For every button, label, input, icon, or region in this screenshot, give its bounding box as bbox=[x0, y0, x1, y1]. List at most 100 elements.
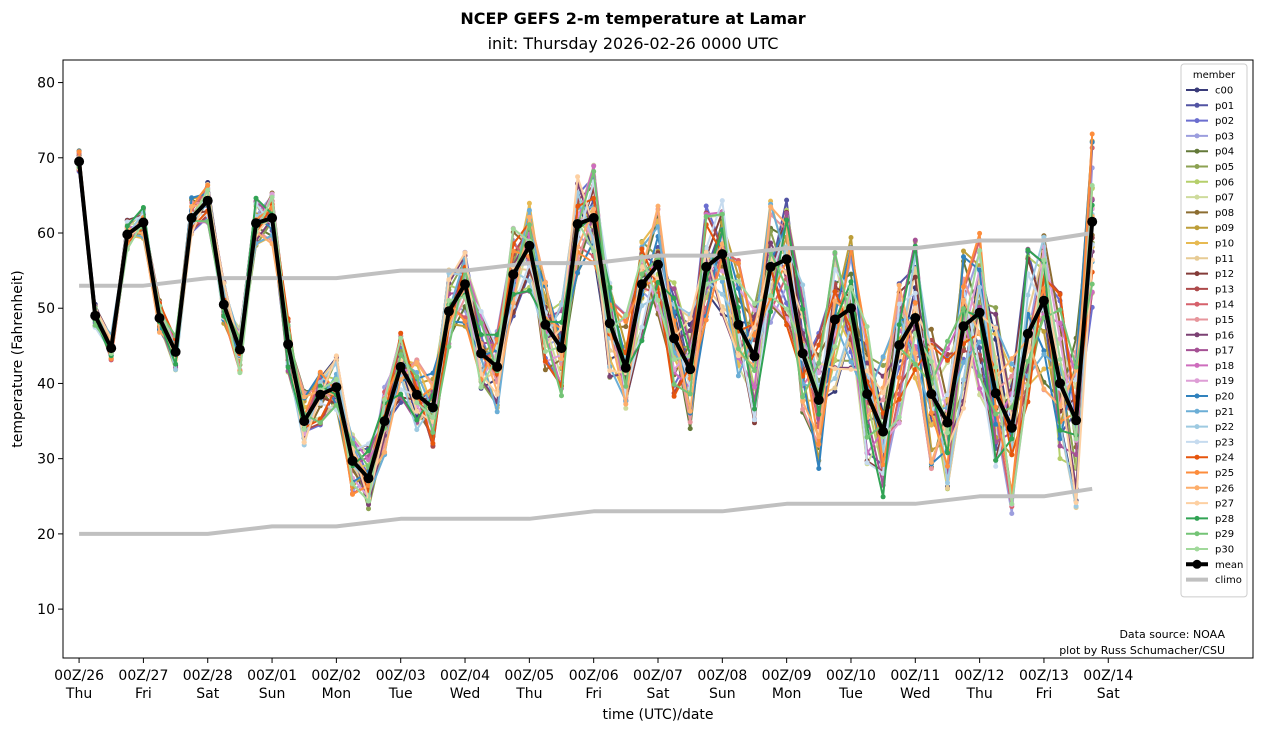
point-p29-62 bbox=[1073, 364, 1079, 370]
point-p24-29 bbox=[542, 358, 548, 364]
mean-point-19 bbox=[379, 416, 390, 427]
point-p28-11 bbox=[253, 195, 259, 201]
point-p09-60 bbox=[1041, 329, 1047, 334]
point-p26-21 bbox=[414, 360, 420, 365]
point-p23-35 bbox=[639, 324, 645, 330]
point-p25-0 bbox=[76, 149, 82, 155]
point-p23-54 bbox=[945, 392, 950, 398]
point-p30-17 bbox=[350, 481, 355, 487]
legend-marker-p14 bbox=[1194, 301, 1200, 307]
legend-label-p16: p16 bbox=[1215, 330, 1234, 341]
point-p22-35 bbox=[639, 303, 645, 309]
point-p28-4 bbox=[140, 205, 146, 210]
x-tick-label-15: 00Z/13 bbox=[1019, 668, 1069, 684]
mean-point-42 bbox=[749, 351, 760, 362]
point-p25-24 bbox=[462, 318, 468, 324]
legend-marker-p26 bbox=[1194, 485, 1200, 491]
point-p22-54 bbox=[945, 480, 950, 486]
mean-point-38 bbox=[685, 364, 696, 375]
point-p12-52 bbox=[912, 274, 918, 280]
point-p30-18 bbox=[366, 498, 371, 504]
x-tick-label-10: 00Z/08 bbox=[697, 668, 747, 684]
mean-point-58 bbox=[1006, 422, 1017, 433]
y-tick-label-80: 80 bbox=[37, 76, 55, 92]
point-p30-32 bbox=[591, 248, 597, 254]
x-tick-label-16: 00Z/14 bbox=[1083, 668, 1133, 684]
point-p30-56 bbox=[977, 248, 983, 253]
point-p29-22 bbox=[430, 430, 436, 435]
legend-marker-p02 bbox=[1194, 118, 1200, 124]
point-p27-35 bbox=[639, 264, 645, 270]
point-p28-35 bbox=[639, 338, 645, 344]
point-p21-58 bbox=[1009, 361, 1015, 367]
x-tick-label-7: 00Z/05 bbox=[504, 668, 554, 684]
mean-point-10 bbox=[234, 344, 245, 355]
point-p28-57 bbox=[993, 457, 999, 463]
x-tick-label-4: 00Z/02 bbox=[311, 668, 361, 684]
point-p30-8 bbox=[205, 187, 211, 193]
point-p26-51 bbox=[896, 282, 902, 288]
point-p28-26 bbox=[494, 332, 500, 338]
legend-label-p10: p10 bbox=[1215, 239, 1234, 250]
point-p24-37 bbox=[671, 393, 677, 399]
x-tick-day-14: Thu bbox=[965, 686, 992, 702]
point-p29-17 bbox=[350, 440, 355, 446]
point-p29-23 bbox=[446, 344, 452, 350]
point-p19-46 bbox=[816, 370, 822, 376]
mean-point-45 bbox=[797, 348, 808, 359]
point-p30-53 bbox=[928, 359, 934, 365]
point-p22-56 bbox=[977, 284, 983, 290]
mean-point-24 bbox=[460, 279, 470, 290]
point-p29-63 bbox=[1089, 281, 1095, 287]
point-p20-56 bbox=[977, 267, 983, 273]
legend-marker-p22 bbox=[1194, 424, 1200, 430]
point-p30-22 bbox=[430, 414, 436, 420]
point-p15-53 bbox=[928, 466, 934, 472]
x-tick-day-11: Mon bbox=[772, 686, 802, 702]
point-p30-63 bbox=[1089, 183, 1095, 188]
mean-point-59 bbox=[1022, 328, 1033, 339]
mean-point-0 bbox=[74, 156, 85, 167]
point-p29-44 bbox=[784, 285, 790, 291]
point-p22-47 bbox=[832, 376, 838, 381]
point-p27-47 bbox=[832, 366, 838, 372]
point-p28-9 bbox=[221, 313, 227, 319]
point-p18-42 bbox=[752, 384, 757, 390]
mean-point-63 bbox=[1087, 216, 1098, 227]
point-p30-54 bbox=[945, 430, 950, 436]
legend-marker-p20 bbox=[1194, 393, 1200, 399]
x-tick-day-9: Sat bbox=[647, 686, 670, 702]
legend-marker-p19 bbox=[1194, 378, 1200, 384]
point-p30-60 bbox=[1041, 257, 1047, 263]
mean-point-56 bbox=[974, 307, 985, 318]
point-p06-37 bbox=[671, 280, 677, 286]
point-p17-52 bbox=[912, 237, 918, 243]
point-p24-54 bbox=[945, 357, 950, 363]
legend: member c00 p01 p02 p03 p04 p05 p06 p07 p08 p09 p10 p… bbox=[1180, 63, 1248, 598]
x-tick-day-12: Tue bbox=[838, 686, 863, 702]
point-p30-36 bbox=[655, 297, 661, 303]
mean-point-40 bbox=[717, 249, 728, 260]
point-p23-25 bbox=[478, 309, 484, 314]
point-p21-55 bbox=[961, 360, 966, 365]
point-p07-34 bbox=[623, 405, 629, 411]
legend-marker-p28 bbox=[1194, 515, 1200, 521]
mean-point-35 bbox=[636, 279, 647, 290]
point-p22-30 bbox=[559, 302, 564, 308]
point-p28-25 bbox=[478, 332, 484, 338]
point-p11-47 bbox=[832, 385, 838, 391]
point-p28-36 bbox=[655, 279, 661, 285]
point-p27-14 bbox=[301, 439, 307, 445]
chart-subtitle: init: Thursday 2026-02-26 0000 UTC bbox=[487, 34, 779, 53]
point-p30-10 bbox=[237, 370, 243, 376]
point-p27-23 bbox=[446, 277, 452, 283]
point-p29-1 bbox=[92, 322, 98, 328]
mean-point-32 bbox=[588, 213, 599, 223]
mean-point-61 bbox=[1055, 378, 1065, 389]
point-p15-45 bbox=[800, 406, 806, 412]
point-p23-40 bbox=[719, 198, 725, 204]
mean-point-57 bbox=[990, 388, 1001, 399]
point-p30-41 bbox=[735, 278, 741, 284]
point-p29-28 bbox=[526, 222, 532, 228]
mean-point-13 bbox=[283, 339, 294, 350]
